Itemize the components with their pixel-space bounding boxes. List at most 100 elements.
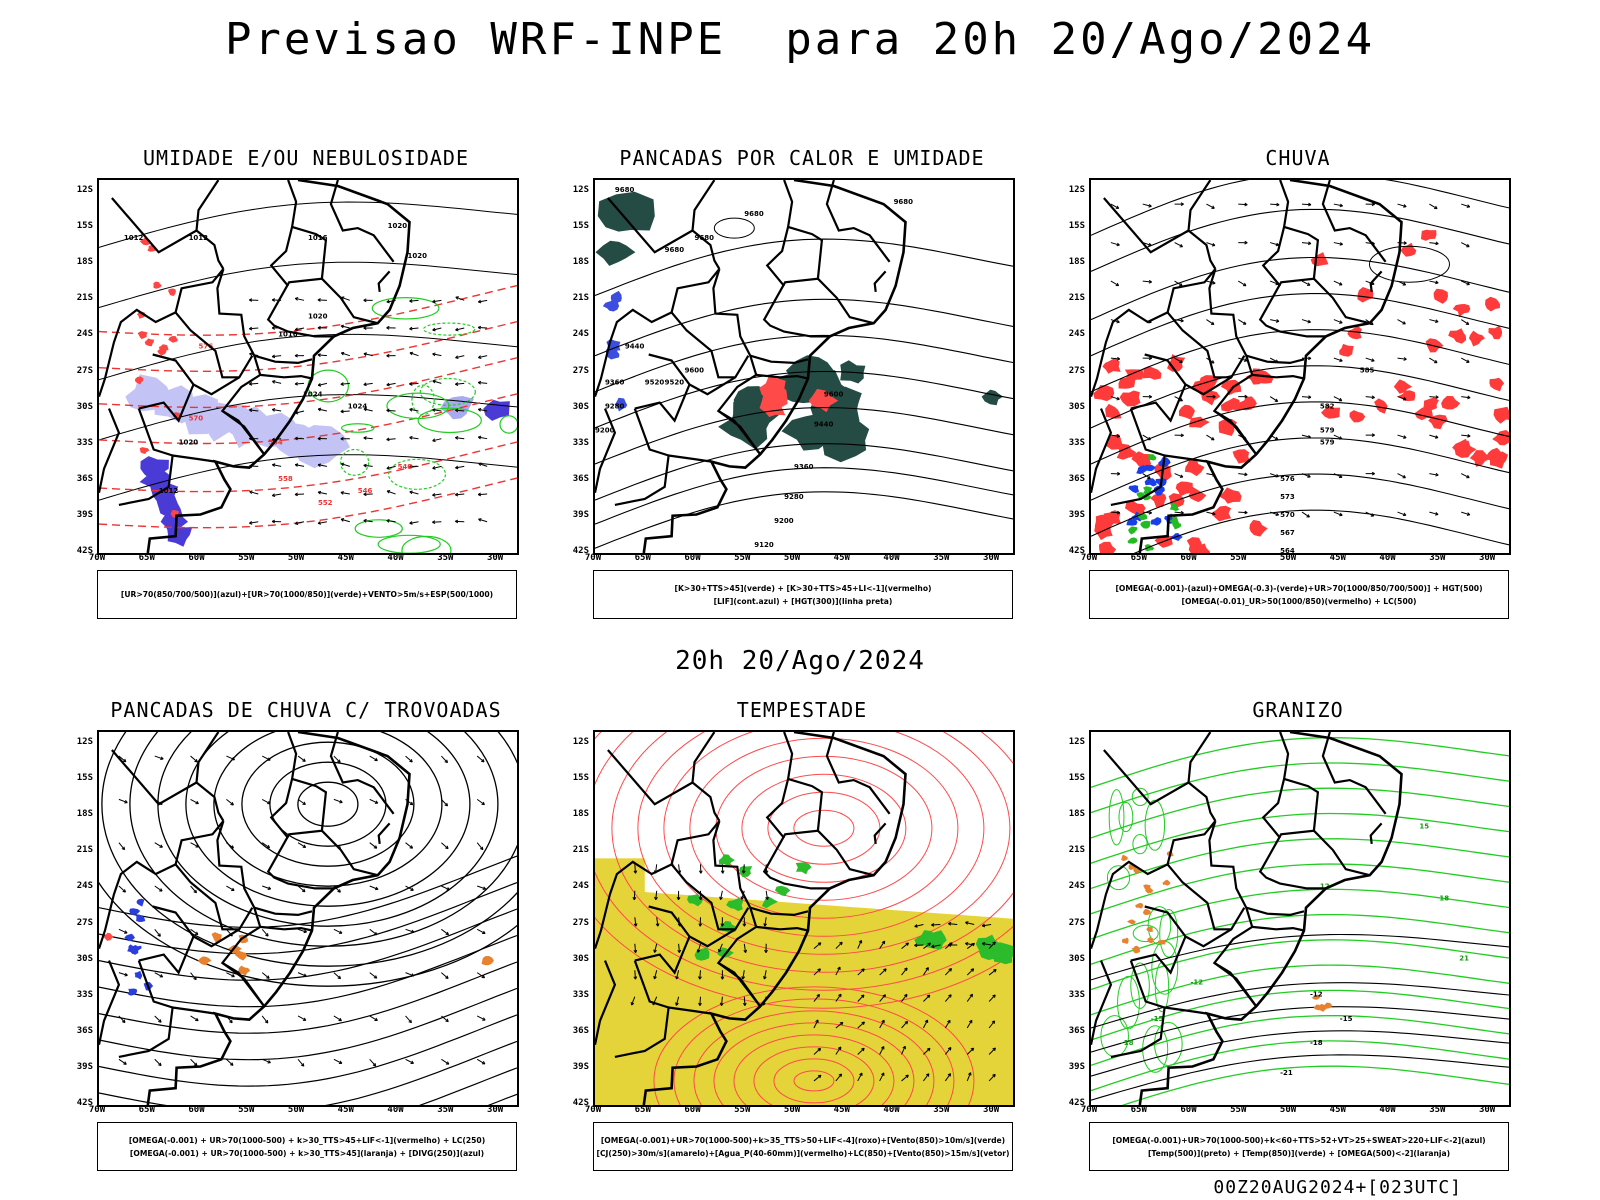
wind850-vector (857, 994, 865, 1002)
streamline-arrow (1333, 434, 1343, 440)
coastline (146, 180, 411, 553)
wind-vector (271, 354, 276, 359)
longitude-tick-label: 70W (1080, 1105, 1098, 1115)
state-border (614, 408, 670, 506)
streamline-arrow (265, 933, 269, 937)
streamline-arrow (1206, 434, 1215, 441)
state-border (670, 863, 750, 931)
state-border (138, 936, 195, 975)
streamline-arrow (118, 885, 126, 893)
panel-title: TEMPESTADE (736, 698, 868, 722)
streamline-arrow (338, 1017, 342, 1022)
contour-label: 1020 (308, 312, 328, 320)
streamline-arrow (124, 972, 128, 977)
wind850-vector (901, 967, 908, 976)
wind850-vector (901, 1074, 909, 1082)
state-border (1213, 962, 1258, 1007)
state-border (1258, 225, 1326, 338)
streamline-arrow (1179, 397, 1183, 402)
rain-red-area (1232, 449, 1251, 464)
streamline-arrow (121, 846, 126, 851)
latitude-tick-label: 27S (1068, 917, 1085, 928)
wind-vector (317, 436, 321, 441)
wind-vector (317, 521, 328, 524)
contour-label: 9440 (814, 421, 834, 429)
contour-label: 540 (398, 463, 413, 471)
low-level-humidity-contour (386, 392, 450, 420)
streamline-arrow (1306, 514, 1310, 518)
omega500-orange-area (1133, 867, 1141, 874)
low-level-humidity-contour (340, 423, 375, 433)
legend-line: [OMEGA(-0.001) + UR>70(1000-500) + k>30_… (128, 1135, 486, 1145)
heat-instability-area (822, 420, 870, 463)
wind-vector (340, 436, 344, 441)
wind-vector (249, 382, 259, 385)
streamline-arrow (369, 755, 378, 762)
latitude-tick-label: 12S (1068, 185, 1085, 196)
streamline-arrow (1242, 321, 1247, 325)
wind-vector (455, 493, 465, 496)
streamline-arrow (1371, 471, 1375, 476)
streamline-arrow (261, 842, 270, 849)
map-frame (97, 730, 519, 1107)
streamline-arrow (369, 972, 378, 979)
wind850-vector (839, 1021, 844, 1026)
wind-vector (294, 521, 299, 525)
wind-vector (340, 462, 345, 467)
contour-label: 9520 (645, 379, 665, 387)
divergence-blue-area (127, 988, 138, 996)
wind850-vector (981, 923, 986, 928)
low-level-humidity-contour (354, 519, 403, 538)
streamline-arrow (1460, 319, 1470, 325)
streamline-arrow (1370, 513, 1375, 517)
state-border (195, 180, 225, 270)
longitude-tick-label: 70W (584, 1105, 602, 1115)
wind850-vector (631, 996, 636, 1006)
contour-label: 9680 (695, 234, 715, 242)
omega500-orange-area (1146, 926, 1153, 932)
wind-vector (455, 327, 459, 332)
low-level-humidity-contour (387, 458, 447, 490)
instability-lifted-area (808, 388, 839, 413)
latitude-tick-label: 30S (572, 401, 589, 412)
streamline-arrow (1429, 396, 1439, 398)
contour-label: 9280 (605, 403, 625, 411)
latitude-tick-label: 33S (572, 437, 589, 448)
streamline-arrow (1148, 510, 1152, 515)
wind-vector (340, 491, 344, 495)
contour-label: 570 (1280, 511, 1295, 519)
streamline-arrow (297, 1015, 307, 1021)
streamline-arrow (1174, 242, 1183, 248)
wind-vector (455, 382, 465, 385)
wind-vector (294, 463, 299, 467)
state-border (221, 410, 266, 455)
state-border (762, 225, 830, 338)
wind850-vector (765, 896, 769, 901)
wind-vector (478, 355, 482, 359)
streamline-arrow (1397, 434, 1407, 439)
wind850-vector (948, 943, 952, 947)
streamline-arrow (1365, 396, 1375, 399)
streamline-arrow (1179, 243, 1183, 248)
state-border (1313, 277, 1370, 325)
latitude-tick-label: 15S (572, 773, 589, 784)
map-frame: 1012101210161020102010201016102410241016… (97, 178, 519, 555)
wind850-vector (697, 943, 701, 953)
legend-line: [LIF](cont.azul) + [HGT(300)](linha pret… (713, 596, 893, 606)
coastline (1138, 732, 1403, 1105)
streamline (99, 987, 517, 1061)
streamline (99, 934, 517, 1008)
state-border (174, 863, 254, 931)
wind850-vector (904, 967, 908, 972)
thickness-label-cluster (158, 344, 169, 351)
hgt500-contour (1091, 180, 1509, 236)
latitude-tick-label: 21S (1068, 293, 1085, 304)
streamline-arrow (476, 928, 486, 934)
wind850-vector (944, 968, 952, 976)
wind-vector (455, 296, 465, 301)
streamline-arrow (410, 1060, 414, 1064)
low-level-streamline (689, 737, 959, 919)
rain-red-area (1099, 541, 1117, 553)
streamline-arrow (476, 972, 485, 979)
longitude-tick-label: 50W (1279, 553, 1297, 563)
